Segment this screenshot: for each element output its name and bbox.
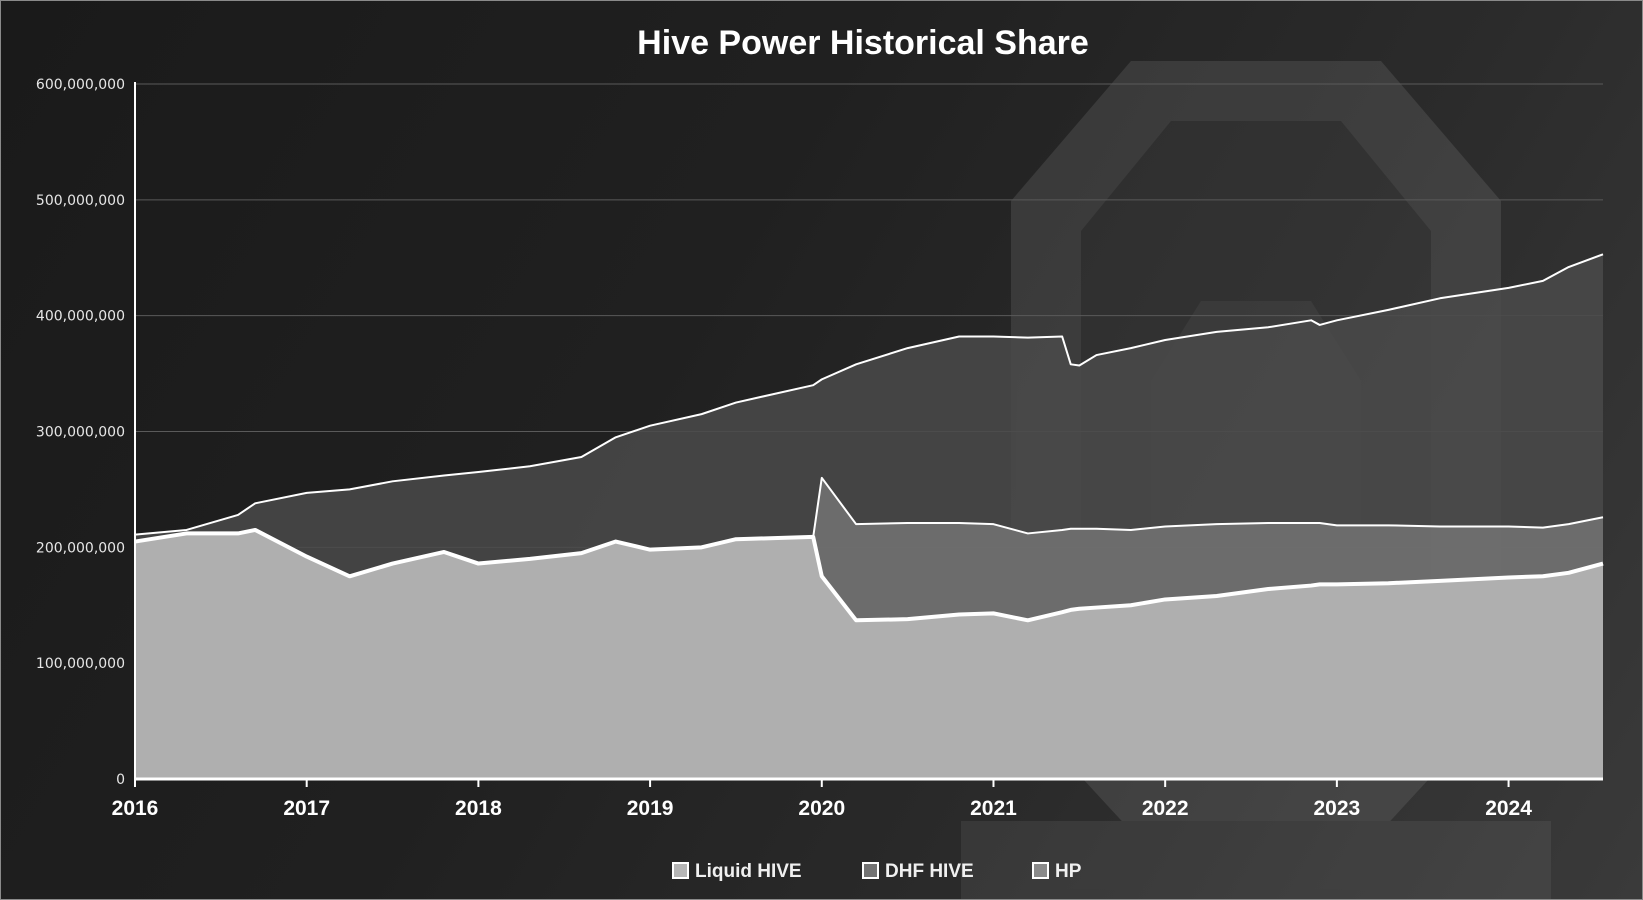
legend-label-hp: HP	[1055, 861, 1082, 882]
y-tick-label: 300,000,000	[36, 425, 125, 441]
y-tick-label: 100,000,000	[36, 656, 125, 672]
legend-swatch-liquid-hive	[672, 862, 689, 879]
series-areas	[135, 254, 1603, 779]
x-tick-label: 2019	[627, 797, 674, 820]
y-tick-labels: 0 100,000,000 200,000,000 300,000,000 400,00…	[36, 77, 125, 788]
y-tick-label: 0	[116, 772, 125, 788]
y-tick-label: 400,000,000	[36, 309, 125, 325]
legend-swatch-hp	[1032, 862, 1049, 879]
area-liquid-hive	[135, 529, 1603, 779]
x-tick-label: 2021	[970, 797, 1017, 820]
x-tick-label: 2024	[1485, 797, 1532, 820]
legend: Liquid HIVE DHF HIVE HP	[672, 861, 1082, 882]
chart-title: Hive Power Historical Share	[637, 24, 1089, 62]
legend-label-liquid-hive: Liquid HIVE	[695, 861, 802, 882]
x-tick-label: 2016	[112, 797, 159, 820]
x-tick-label: 2023	[1314, 797, 1361, 820]
x-tick-label: 2018	[455, 797, 502, 820]
y-tick-label: 200,000,000	[36, 540, 125, 556]
y-tick-label: 600,000,000	[36, 77, 125, 93]
series-lines	[134, 253, 1604, 623]
legend-label-dhf-hive: DHF HIVE	[885, 861, 974, 882]
legend-swatch-dhf-hive	[862, 862, 879, 879]
axes	[134, 82, 1603, 781]
x-tick-label: 2020	[798, 797, 845, 820]
x-tick-labels: 2016 2017 2018 2019 2020 2021 2022 2023 2024	[112, 779, 1532, 820]
x-tick-label: 2022	[1142, 797, 1189, 820]
line-liquid-hive	[134, 527, 1604, 623]
x-tick-label: 2017	[283, 797, 330, 820]
y-tick-label: 500,000,000	[36, 193, 125, 209]
line-hp	[134, 253, 1604, 536]
